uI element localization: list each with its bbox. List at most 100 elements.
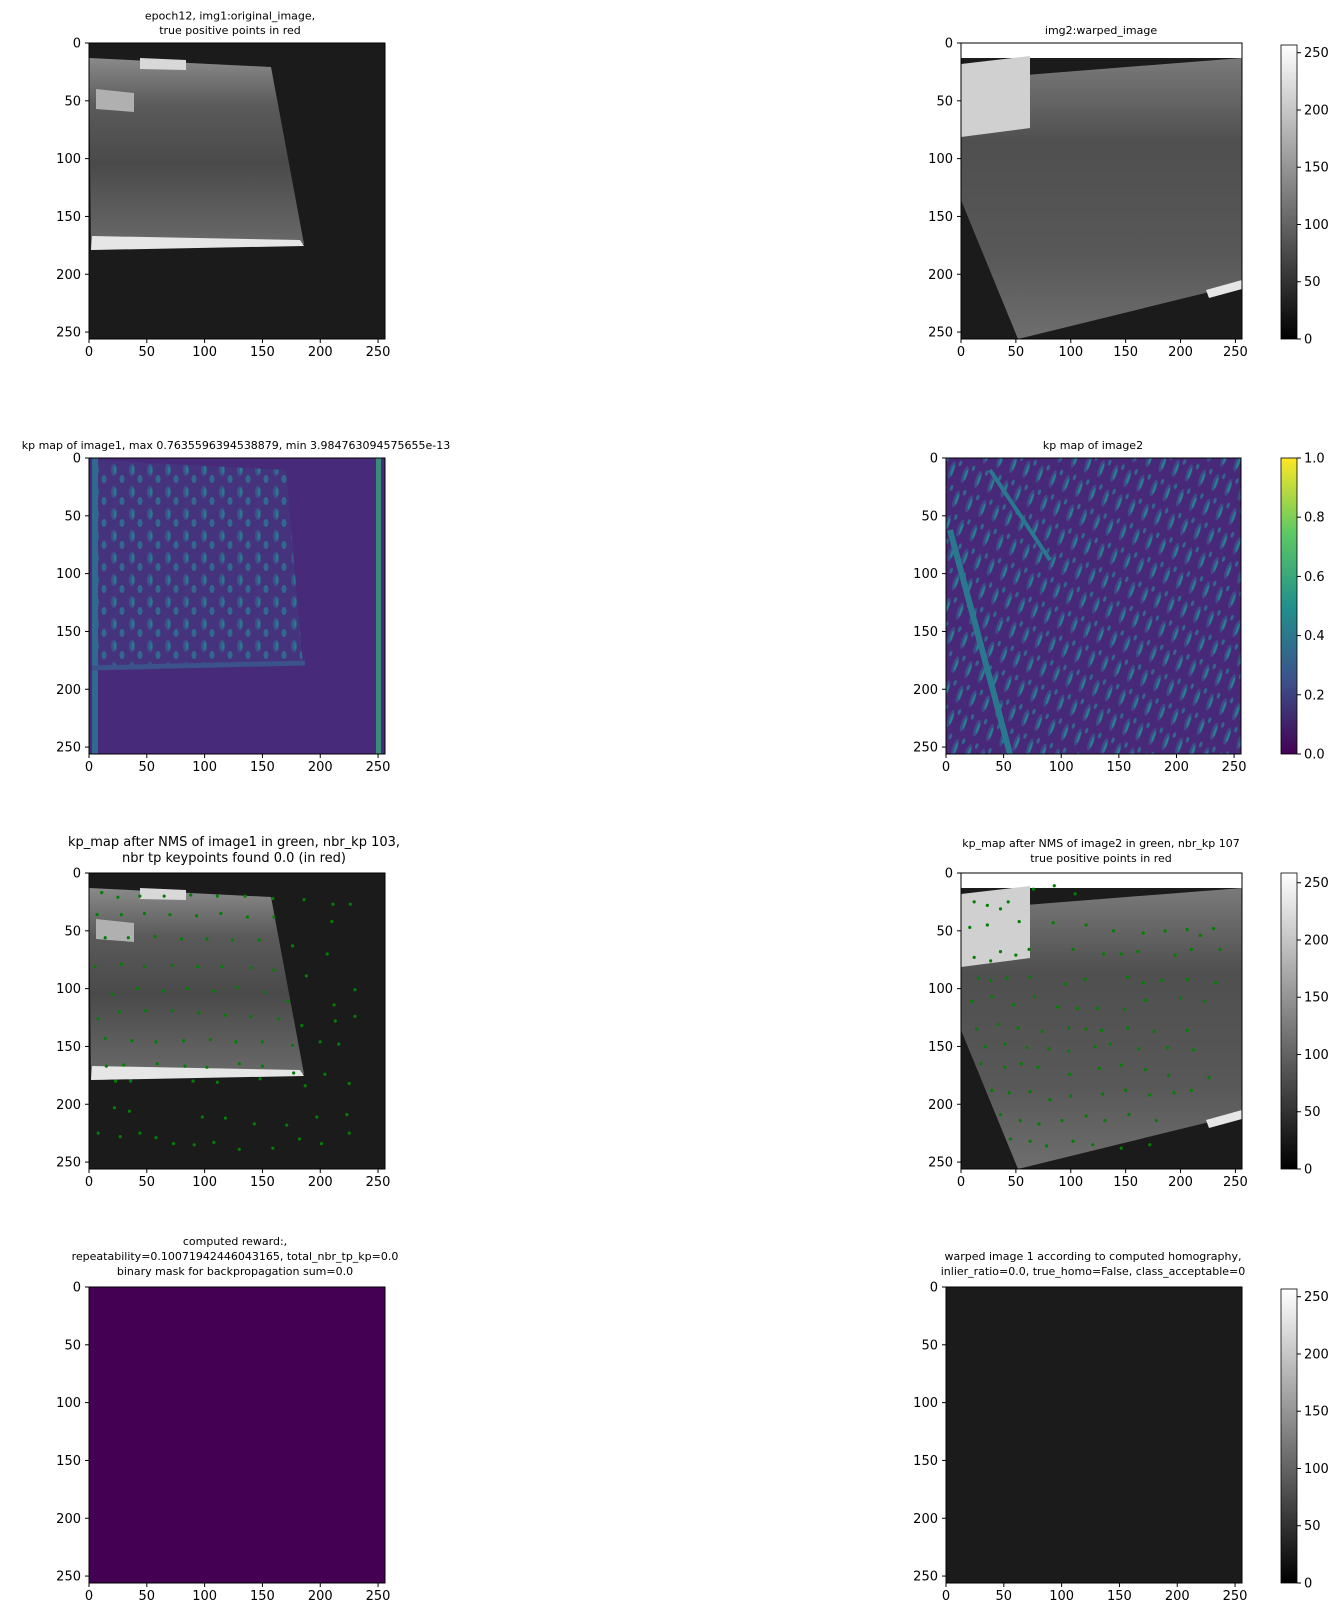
- keypoint-marker: [162, 894, 166, 898]
- keypoint-marker: [1185, 1028, 1189, 1032]
- keypoint-marker: [972, 955, 976, 960]
- panel1-title-line2: true positive points in red: [159, 24, 301, 37]
- keypoint-marker: [1063, 982, 1067, 986]
- keypoint-marker: [117, 1010, 121, 1014]
- keypoint-marker: [249, 966, 253, 970]
- y-tick-label: 50: [64, 509, 81, 524]
- keypoint-marker: [1084, 1114, 1088, 1118]
- keypoint-marker: [205, 937, 209, 941]
- panel-warped-image-2: img2:warped_image 0 0 50 50 100 100 150 150 200 2…: [928, 24, 1248, 360]
- y-tick-label: 50: [64, 94, 81, 109]
- panel1-title-line1: epoch12, img1:original_image,: [145, 10, 315, 23]
- y-tick-label: 50: [936, 94, 953, 109]
- keypoint-marker: [1122, 1007, 1127, 1012]
- keypoint-marker: [1036, 1065, 1040, 1069]
- keypoint-marker: [1185, 977, 1189, 981]
- keypoint-marker: [1178, 996, 1183, 1000]
- keypoint-marker: [1045, 1144, 1049, 1148]
- y-tick-label: 200: [928, 268, 953, 283]
- colorbar-tick-label: 0: [1304, 1577, 1312, 1592]
- panel8-image: [946, 1287, 1242, 1583]
- keypoint-marker: [182, 1039, 186, 1043]
- colorbar-tick-label: 50: [1304, 275, 1321, 290]
- keypoint-marker: [257, 938, 261, 942]
- keypoint-marker: [1189, 947, 1194, 951]
- keypoint-marker: [135, 987, 140, 991]
- keypoint-marker: [1211, 926, 1216, 931]
- y-tick-label: 150: [913, 1454, 938, 1469]
- y-tick-label: 0: [73, 867, 81, 882]
- colorbar-tick-label: 200: [1304, 1347, 1329, 1362]
- keypoint-marker: [249, 1014, 253, 1018]
- colorbar-tick-label: 150: [1304, 161, 1329, 176]
- keypoint-marker: [1091, 1143, 1095, 1147]
- x-tick-label: 100: [192, 345, 217, 360]
- panel-kp-map-image-1: kp map of image1, max 0.7635596394538879…: [22, 439, 451, 775]
- x-tick-label: 100: [192, 1175, 217, 1190]
- x-tick-label: 200: [1164, 760, 1189, 775]
- keypoint-marker: [1032, 995, 1037, 999]
- keypoint-marker: [1095, 1006, 1099, 1010]
- keypoint-marker: [1097, 1066, 1101, 1071]
- keypoint-marker: [183, 1064, 187, 1068]
- keypoint-marker: [1137, 1047, 1141, 1051]
- keypoint-marker: [1100, 1092, 1105, 1096]
- keypoint-marker: [968, 925, 972, 929]
- keypoint-marker: [1069, 1094, 1073, 1098]
- x-tick-label: 200: [308, 1589, 333, 1604]
- keypoint-marker: [1028, 1089, 1032, 1094]
- keypoint-marker: [297, 1137, 302, 1141]
- panel4-heatmap: [946, 458, 1241, 755]
- keypoint-marker: [1083, 977, 1087, 981]
- x-tick-label: 0: [85, 345, 93, 360]
- y-tick-label: 0: [73, 1281, 81, 1296]
- keypoint-marker: [1012, 1003, 1016, 1007]
- keypoint-marker: [998, 907, 1003, 911]
- keypoint-marker: [197, 1011, 201, 1015]
- keypoint-marker: [1103, 1118, 1107, 1123]
- keypoint-marker: [230, 938, 234, 942]
- y-tick-label: 150: [928, 210, 953, 225]
- keypoint-marker: [155, 1062, 159, 1066]
- panel6-keypoints: [968, 884, 1222, 1150]
- keypoint-marker: [100, 891, 104, 895]
- keypoint-marker: [1207, 1076, 1211, 1080]
- keypoint-marker: [285, 1123, 289, 1127]
- keypoint-marker: [315, 1115, 319, 1119]
- keypoint-marker: [168, 913, 172, 917]
- x-tick-label: 100: [1049, 760, 1074, 775]
- axes-frame-1: [88, 42, 386, 340]
- keypoint-marker: [330, 919, 334, 924]
- y-tick-label: 150: [56, 1454, 81, 1469]
- keypoint-marker: [200, 1115, 204, 1119]
- keypoint-marker: [1005, 976, 1009, 980]
- keypoint-marker: [1126, 975, 1130, 979]
- colorbar-tick-label: 0: [1304, 333, 1312, 348]
- y-tick-label: 200: [928, 1098, 953, 1113]
- keypoint-marker: [104, 1064, 108, 1068]
- keypoint-marker: [138, 894, 142, 898]
- keypoint-marker: [1119, 1063, 1123, 1067]
- panel-reward-mask: computed reward:, repeatability=0.100719…: [56, 1235, 398, 1604]
- panel8-title-line1: warped image 1 according to computed hom…: [944, 1250, 1241, 1263]
- keypoint-marker: [223, 1013, 228, 1017]
- panel-nms-image-2: kp_map after NMS of image2 in green, nbr…: [928, 837, 1248, 1190]
- keypoint-marker: [1008, 1137, 1012, 1141]
- keypoint-marker: [1127, 1113, 1131, 1117]
- axes-frame-5: [88, 872, 386, 1170]
- colorbar-tick-label: 250: [1304, 876, 1329, 891]
- keypoint-marker: [348, 902, 352, 906]
- keypoint-marker: [103, 936, 107, 940]
- colorbar-tick-label: 0.8: [1304, 511, 1325, 526]
- keypoint-marker: [1066, 1026, 1071, 1030]
- x-tick-label: 100: [1058, 1175, 1083, 1190]
- keypoint-marker: [179, 937, 184, 941]
- keypoint-marker: [189, 893, 193, 897]
- panel6-title-line2: true positive points in red: [1030, 852, 1172, 865]
- x-tick-label: 0: [85, 760, 93, 775]
- keypoint-marker: [331, 902, 335, 906]
- y-tick-label: 150: [56, 625, 81, 640]
- x-tick-label: 100: [1058, 345, 1083, 360]
- x-tick-label: 50: [139, 760, 156, 775]
